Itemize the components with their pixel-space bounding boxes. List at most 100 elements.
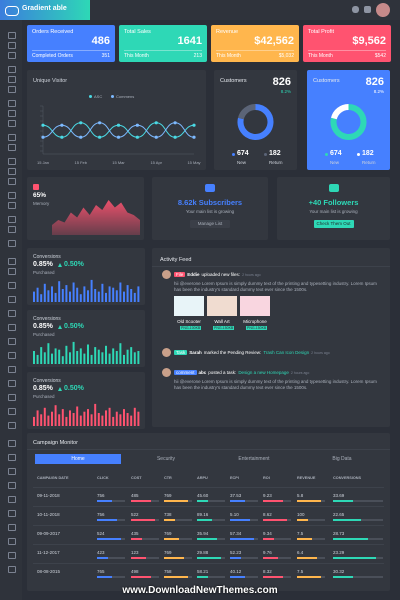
progress-bar bbox=[333, 519, 361, 521]
nav-icon[interactable] bbox=[8, 192, 16, 199]
nav-icon[interactable] bbox=[8, 352, 16, 359]
nav-icon[interactable] bbox=[8, 120, 16, 127]
nav-icon[interactable] bbox=[8, 144, 16, 151]
progress-track bbox=[164, 519, 192, 521]
nav-icon[interactable] bbox=[8, 310, 16, 317]
conversion-change: 0.50% bbox=[64, 323, 84, 330]
progress-bar bbox=[164, 538, 180, 540]
file-thumb bbox=[207, 296, 237, 316]
chart bbox=[237, 104, 274, 140]
nav-icon[interactable] bbox=[8, 524, 16, 531]
bar bbox=[61, 289, 64, 302]
nav-icon[interactable] bbox=[8, 216, 16, 223]
bar bbox=[69, 352, 71, 364]
nav-icon[interactable] bbox=[8, 538, 16, 545]
button[interactable]: Check Them Out bbox=[313, 220, 354, 228]
nav-icon[interactable] bbox=[8, 566, 16, 573]
cell: 57.34 bbox=[230, 531, 242, 536]
link[interactable]: Trash Can Icon Design bbox=[263, 350, 310, 355]
link[interactable]: Design a new Homepage bbox=[238, 370, 289, 375]
bar bbox=[108, 407, 111, 426]
bar bbox=[40, 347, 43, 364]
tab[interactable]: Big Data bbox=[332, 456, 352, 462]
nav-icon[interactable] bbox=[8, 324, 16, 331]
nav-icon[interactable] bbox=[8, 134, 16, 141]
conversions-card: Conversions 0.85% 0.50% Purchased bbox=[27, 372, 145, 429]
nav-icon[interactable] bbox=[8, 496, 16, 503]
bar bbox=[119, 282, 122, 302]
progress-bar bbox=[97, 519, 117, 521]
customers-count: 674 bbox=[237, 150, 249, 157]
progress-bar bbox=[230, 519, 250, 521]
bar bbox=[83, 353, 86, 364]
file-size: PNG-100KB bbox=[180, 326, 202, 330]
progress-bar bbox=[131, 519, 155, 521]
nav-icon[interactable] bbox=[8, 32, 16, 39]
legend-dot bbox=[89, 95, 92, 98]
customers-label: Return bbox=[362, 160, 376, 165]
legend-label: Commens bbox=[116, 93, 135, 99]
bar bbox=[87, 409, 89, 426]
tab[interactable]: Home bbox=[35, 454, 121, 464]
point bbox=[98, 121, 102, 125]
bar bbox=[58, 281, 61, 302]
tab[interactable]: Entertainment bbox=[238, 456, 270, 462]
button[interactable]: Manage List bbox=[190, 220, 230, 228]
bar bbox=[126, 349, 129, 364]
nav-icon[interactable] bbox=[8, 510, 16, 517]
nav-icon[interactable] bbox=[8, 66, 16, 73]
bar bbox=[108, 353, 111, 364]
nav-icon[interactable] bbox=[8, 86, 16, 93]
nav-icon[interactable] bbox=[8, 394, 16, 401]
bar bbox=[61, 356, 64, 364]
notification-icon[interactable] bbox=[352, 6, 359, 13]
bar bbox=[112, 287, 115, 302]
up-arrow bbox=[58, 387, 62, 391]
cell: 123 bbox=[131, 550, 139, 555]
nav-icon[interactable] bbox=[8, 380, 16, 387]
column-header: CTR bbox=[164, 476, 172, 480]
customers-value: 826 bbox=[272, 76, 291, 88]
card-title: Activity Feed bbox=[160, 257, 192, 263]
nav-icon[interactable] bbox=[8, 552, 16, 559]
bar bbox=[101, 352, 104, 364]
avatar[interactable] bbox=[376, 3, 390, 17]
nav-icon[interactable] bbox=[8, 100, 16, 107]
file-size: PNG-150KB bbox=[213, 326, 235, 330]
nav-icon[interactable] bbox=[8, 338, 16, 345]
x-tick-label: 15 Jan bbox=[37, 160, 49, 165]
progress-bar bbox=[263, 500, 283, 502]
nav-icon[interactable] bbox=[8, 468, 16, 475]
tab[interactable]: Security bbox=[156, 456, 176, 462]
nav-icon[interactable] bbox=[8, 454, 16, 461]
nav-icon[interactable] bbox=[8, 158, 16, 165]
nav-icon[interactable] bbox=[8, 258, 16, 265]
progress-bar bbox=[131, 500, 151, 502]
nav-icon[interactable] bbox=[8, 178, 16, 185]
nav-icon[interactable] bbox=[8, 52, 16, 59]
message-icon[interactable] bbox=[364, 6, 371, 13]
nav-icon[interactable] bbox=[8, 366, 16, 373]
nav-icon[interactable] bbox=[8, 42, 16, 49]
nav-icon[interactable] bbox=[8, 482, 16, 489]
nav-icon[interactable] bbox=[8, 268, 16, 275]
nav-icon[interactable] bbox=[8, 240, 16, 247]
nav-icon[interactable] bbox=[8, 408, 16, 415]
bar bbox=[87, 344, 89, 364]
progress-bar bbox=[297, 500, 321, 502]
nav-icon[interactable] bbox=[8, 440, 16, 447]
nav-icon[interactable] bbox=[8, 168, 16, 175]
bar bbox=[51, 286, 53, 302]
nav-icon[interactable] bbox=[8, 76, 16, 83]
stat-card: Orders Received 486 Completed Orders 351 bbox=[27, 25, 115, 62]
nav-icon[interactable] bbox=[8, 422, 16, 429]
nav-icon[interactable] bbox=[8, 282, 16, 289]
nav-icon[interactable] bbox=[8, 226, 16, 233]
nav-icon[interactable] bbox=[8, 202, 16, 209]
progress-bar bbox=[297, 557, 317, 559]
bar bbox=[130, 347, 133, 364]
nav-icon[interactable] bbox=[8, 110, 16, 117]
area bbox=[52, 200, 140, 235]
divider bbox=[124, 50, 202, 51]
nav-icon[interactable] bbox=[8, 296, 16, 303]
